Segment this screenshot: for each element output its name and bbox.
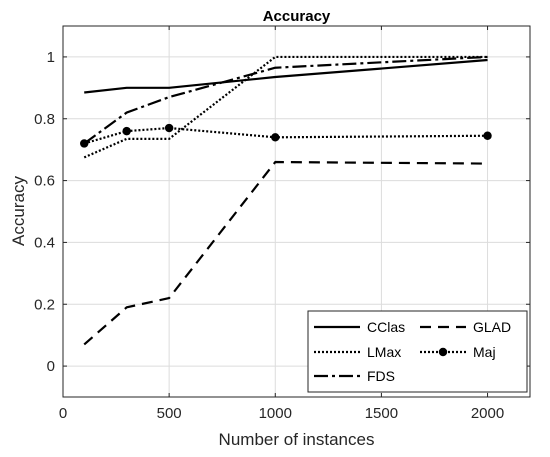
series-lmax bbox=[83, 55, 488, 159]
data-point-maj bbox=[122, 126, 131, 136]
legend-label-fds: FDS bbox=[367, 368, 395, 384]
series-line-maj bbox=[83, 126, 488, 145]
series-line-cclas bbox=[84, 58, 488, 94]
legend: CClas GLAD LMax Maj FDS bbox=[307, 310, 528, 393]
x-tick-label: 1000 bbox=[259, 405, 292, 422]
legend-label-lmax: LMax bbox=[367, 344, 401, 360]
y-tick-label: 0 bbox=[47, 358, 55, 375]
x-axis-label: Number of instances bbox=[219, 430, 375, 449]
x-tick-label: 0 bbox=[59, 405, 67, 422]
y-axis-ticks: 0 0.2 0.4 0.6 0.8 1 bbox=[34, 49, 530, 375]
legend-box bbox=[307, 310, 528, 393]
y-tick-label: 0.6 bbox=[34, 173, 55, 190]
series-lines bbox=[80, 55, 492, 346]
series-cclas bbox=[84, 58, 488, 94]
x-tick-label: 1500 bbox=[365, 405, 398, 422]
x-tick-label: 500 bbox=[157, 405, 182, 422]
y-tick-label: 0.4 bbox=[34, 234, 55, 251]
series-glad bbox=[83, 160, 488, 346]
series-line-fds bbox=[83, 55, 488, 145]
x-tick-label: 2000 bbox=[471, 405, 504, 422]
y-tick-label: 1 bbox=[47, 49, 55, 66]
data-point-maj bbox=[483, 131, 492, 140]
legend-item-cclas: CClas bbox=[314, 319, 405, 335]
legend-item-lmax: LMax bbox=[314, 344, 401, 360]
legend-item-glad: GLAD bbox=[420, 319, 511, 335]
series-line-glad bbox=[83, 160, 488, 346]
legend-items: CClas GLAD LMax Maj FDS bbox=[314, 319, 511, 384]
series-fds bbox=[83, 55, 488, 145]
data-point-maj bbox=[164, 123, 174, 133]
legend-label-maj: Maj bbox=[473, 344, 496, 360]
axes-box bbox=[62, 25, 531, 398]
series-line-lmax bbox=[83, 55, 488, 159]
y-axis-label: Accuracy bbox=[9, 176, 28, 246]
y-tick-label: 0.2 bbox=[34, 296, 55, 313]
chart-title: Accuracy bbox=[263, 8, 331, 25]
data-point-maj bbox=[271, 133, 280, 142]
x-axis-ticks: 0 500 1000 1500 2000 bbox=[59, 26, 504, 422]
legend-item-fds: FDS bbox=[314, 368, 395, 384]
y-tick-label: 0.8 bbox=[34, 111, 55, 128]
legend-label-cclas: CClas bbox=[367, 319, 405, 335]
legend-item-maj: Maj bbox=[420, 344, 496, 360]
series-maj bbox=[80, 123, 492, 148]
legend-label-glad: GLAD bbox=[473, 319, 511, 335]
legend-marker-maj bbox=[438, 347, 448, 357]
